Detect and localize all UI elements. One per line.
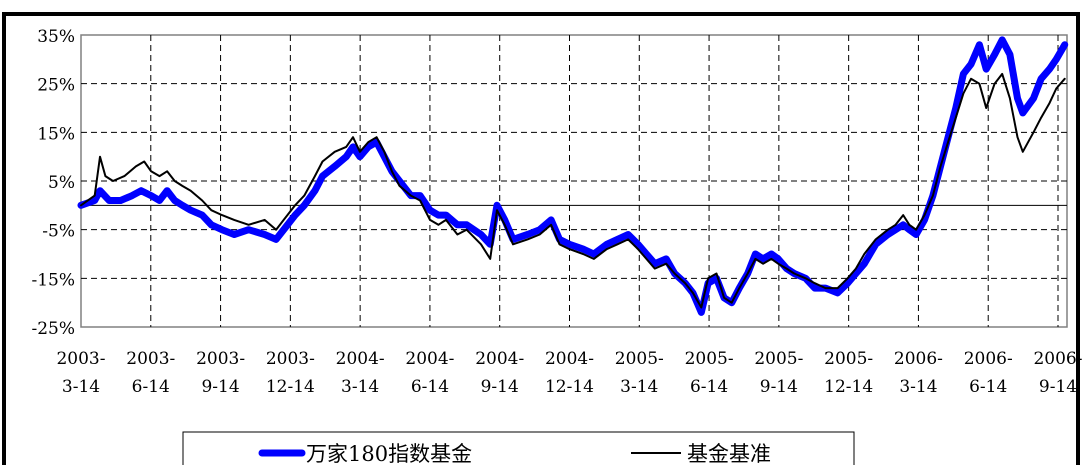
x-tick-label-year: 2006-	[964, 349, 1013, 369]
x-tick-label-year: 2005-	[754, 349, 803, 369]
x-tick-label-date: 3-14	[899, 377, 937, 397]
y-axis: 35% 25% 15% 5% -5% -15% -25%	[31, 27, 75, 339]
y-tick-label: -15%	[31, 270, 75, 290]
x-tick-label-date: 12-14	[545, 377, 594, 397]
x-axis: 2003- 3-14 2003- 6-14 2003- 9-14 2003- 12-14 200…	[56, 349, 1082, 397]
gridlines	[81, 35, 1067, 327]
y-tick-label: -5%	[42, 222, 75, 242]
x-tick-label-date: 3-14	[341, 377, 379, 397]
x-tick-label-date: 9-14	[201, 377, 239, 397]
x-tick-label-date: 6-14	[132, 377, 170, 397]
x-tick-label-year: 2003-	[196, 349, 245, 369]
x-tick-label-date: 12-14	[824, 377, 873, 397]
y-tick-label: 15%	[37, 124, 75, 144]
x-tick-label-date: 12-14	[266, 377, 315, 397]
x-tick-label-date: 6-14	[690, 377, 728, 397]
x-tick-label-year: 2004-	[336, 349, 385, 369]
x-tick-label-date: 9-14	[481, 377, 519, 397]
legend-label-benchmark: 基金基准	[687, 442, 771, 465]
x-tick-label-year: 2004-	[545, 349, 594, 369]
x-tick-label-year: 2005-	[615, 349, 664, 369]
x-tick-label-year: 2003-	[126, 349, 175, 369]
series-line-benchmark	[80, 72, 1066, 309]
x-tick-label-date: 3-14	[62, 377, 100, 397]
legend: 万家180指数基金 基金基准	[182, 431, 855, 465]
x-tick-label-year: 2005-	[685, 349, 734, 369]
x-tick-label-year: 2006-	[1033, 349, 1082, 369]
x-tick-label-year: 2004-	[405, 349, 454, 369]
legend-box	[182, 431, 855, 465]
y-tick-label: -25%	[31, 319, 75, 339]
x-tick-label-year: 2003-	[56, 349, 105, 369]
x-tick-label-date: 6-14	[411, 377, 449, 397]
series-line-fund	[77, 36, 1069, 316]
y-tick-label: 35%	[37, 27, 75, 47]
x-tick-label-date: 9-14	[1039, 377, 1077, 397]
x-tick-label-year: 2006-	[894, 349, 943, 369]
x-tick-label-year: 2004-	[475, 349, 524, 369]
series-layer	[77, 36, 1069, 316]
y-tick-label: 25%	[37, 76, 75, 96]
y-tick-label: 5%	[48, 173, 75, 193]
x-tick-label-year: 2005-	[824, 349, 873, 369]
x-tick-label-date: 6-14	[969, 377, 1007, 397]
legend-label-fund: 万家180指数基金	[306, 442, 472, 465]
x-tick-label-date: 3-14	[620, 377, 658, 397]
x-tick-label-date: 9-14	[760, 377, 798, 397]
x-tick-label-year: 2003-	[266, 349, 315, 369]
